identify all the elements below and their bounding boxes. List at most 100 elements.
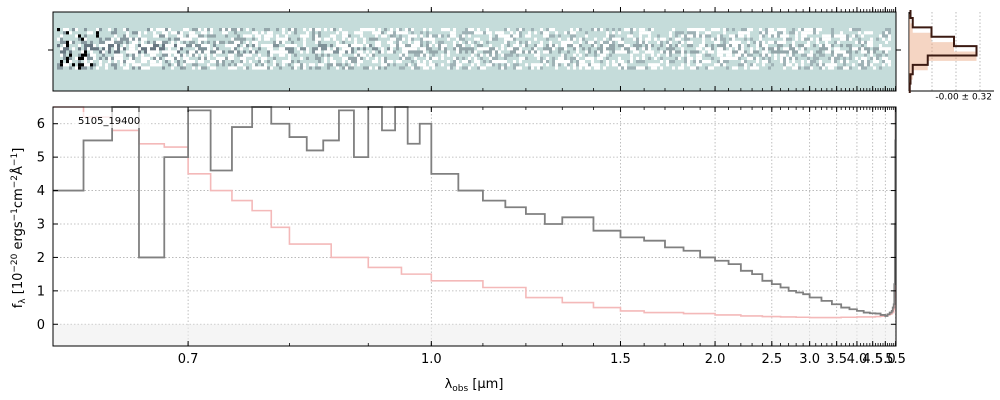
2d-pixel <box>72 47 75 51</box>
2d-pixel <box>870 56 873 60</box>
2d-pixel <box>828 63 831 67</box>
2d-pixel <box>741 53 744 57</box>
2d-pixel <box>174 44 177 48</box>
2d-pixel <box>249 50 252 54</box>
2d-pixel <box>702 28 705 32</box>
2d-pixel <box>585 56 588 60</box>
2d-pixel <box>576 50 579 54</box>
2d-pixel <box>345 31 348 35</box>
2d-pixel <box>780 44 783 48</box>
2d-pixel <box>84 60 87 64</box>
2d-pixel <box>507 53 510 57</box>
2d-pixel <box>585 66 588 70</box>
2d-pixel <box>510 34 513 38</box>
2d-pixel <box>297 47 300 51</box>
2d-pixel <box>264 63 267 67</box>
2d-pixel <box>756 40 759 44</box>
2d-pixel <box>558 47 561 51</box>
2d-pixel <box>180 31 183 35</box>
2d-pixel <box>687 31 690 35</box>
2d-pixel <box>741 63 744 67</box>
2d-pixel <box>660 50 663 54</box>
2d-pixel <box>873 47 876 51</box>
2d-pixel <box>414 53 417 57</box>
2d-pixel <box>885 47 888 51</box>
2d-pixel <box>186 44 189 48</box>
2d-pixel <box>387 47 390 51</box>
2d-pixel <box>669 37 672 41</box>
2d-pixel <box>297 60 300 64</box>
2d-pixel <box>228 53 231 57</box>
2d-pixel <box>291 40 294 44</box>
2d-pixel <box>63 44 66 48</box>
2d-pixel <box>489 47 492 51</box>
2d-pixel <box>777 50 780 54</box>
2d-pixel <box>354 60 357 64</box>
2d-pixel <box>405 44 408 48</box>
2d-pixel <box>687 40 690 44</box>
2d-pixel <box>192 40 195 44</box>
2d-pixel <box>138 47 141 51</box>
2d-pixel <box>150 60 153 64</box>
2d-pixel <box>240 63 243 67</box>
2d-pixel <box>546 60 549 64</box>
2d-pixel <box>441 56 444 60</box>
2d-pixel <box>585 31 588 35</box>
2d-pixel <box>516 53 519 57</box>
2d-pixel <box>735 40 738 44</box>
2d-pixel <box>381 60 384 64</box>
2d-pixel <box>711 28 714 32</box>
2d-pixel <box>183 63 186 67</box>
2d-pixel <box>153 44 156 48</box>
2d-pixel <box>717 63 720 67</box>
2d-pixel <box>624 66 627 70</box>
2d-pixel <box>276 40 279 44</box>
2d-pixel <box>390 37 393 41</box>
2d-pixel <box>354 37 357 41</box>
2d-pixel <box>477 63 480 67</box>
2d-pixel <box>825 34 828 38</box>
2d-pixel <box>558 56 561 60</box>
2d-pixel <box>165 44 168 48</box>
2d-pixel <box>780 56 783 60</box>
2d-pixel <box>462 37 465 41</box>
2d-pixel <box>381 63 384 67</box>
2d-pixel <box>219 56 222 60</box>
2d-pixel <box>63 56 66 60</box>
2d-pixel <box>411 50 414 54</box>
2d-pixel <box>63 63 66 67</box>
2d-pixel <box>210 60 213 64</box>
2d-pixel <box>873 66 876 70</box>
2d-pixel <box>645 37 648 41</box>
2d-pixel <box>534 63 537 67</box>
2d-pixel <box>186 37 189 41</box>
2d-pixel <box>231 47 234 51</box>
2d-pixel <box>771 50 774 54</box>
2d-pixel <box>66 63 69 67</box>
2d-pixel <box>78 56 81 60</box>
2d-pixel <box>585 50 588 54</box>
2d-pixel <box>294 28 297 32</box>
2d-pixel <box>348 50 351 54</box>
2d-pixel <box>279 40 282 44</box>
2d-pixel <box>690 56 693 60</box>
2d-pixel <box>792 53 795 57</box>
2d-pixel <box>417 60 420 64</box>
2d-pixel <box>303 47 306 51</box>
2d-pixel <box>501 31 504 35</box>
2d-pixel <box>417 63 420 67</box>
2d-pixel <box>783 37 786 41</box>
2d-pixel <box>723 63 726 67</box>
2d-pixel <box>96 34 99 38</box>
2d-pixel <box>714 28 717 32</box>
2d-pixel <box>441 47 444 51</box>
2d-pixel <box>687 53 690 57</box>
2d-pixel <box>126 40 129 44</box>
2d-pixel <box>378 28 381 32</box>
2d-pixel <box>102 47 105 51</box>
2d-pixel <box>243 44 246 48</box>
2d-pixel <box>426 66 429 70</box>
2d-pixel <box>837 34 840 38</box>
2d-pixel <box>879 66 882 70</box>
2d-pixel <box>756 50 759 54</box>
